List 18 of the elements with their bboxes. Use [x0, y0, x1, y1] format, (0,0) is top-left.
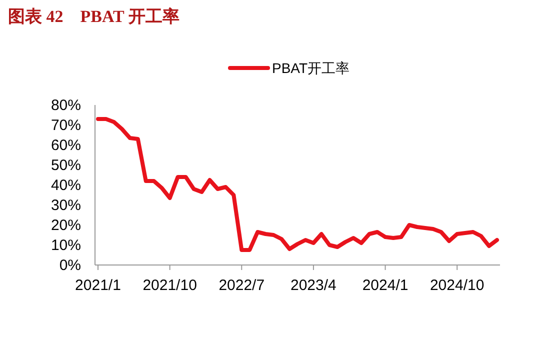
y-tick-label: 30%: [50, 197, 81, 214]
x-tick-label: 2024/1: [362, 277, 408, 294]
y-tick-label: 20%: [50, 217, 81, 234]
x-tick-label: 2023/4: [290, 277, 336, 294]
x-tick-label: 2022/7: [218, 277, 265, 294]
x-tick-label: 2024/10: [430, 277, 484, 294]
y-tick-label: 70%: [50, 117, 81, 134]
y-tick-label: 80%: [50, 97, 81, 114]
title: 图表 42 PBAT 开工率: [8, 7, 180, 26]
y-tick-label: 0%: [59, 257, 81, 274]
y-tick-label: 10%: [50, 237, 81, 254]
legend-label: PBAT开工率: [272, 60, 350, 76]
x-tick-label: 2021/1: [75, 277, 121, 294]
legend: PBAT开工率: [228, 60, 350, 76]
y-tick-label: 50%: [50, 157, 81, 174]
y-tick-label: 60%: [50, 137, 81, 154]
y-tick-label: 40%: [50, 177, 81, 194]
x-tick-label: 2021/10: [142, 277, 197, 294]
